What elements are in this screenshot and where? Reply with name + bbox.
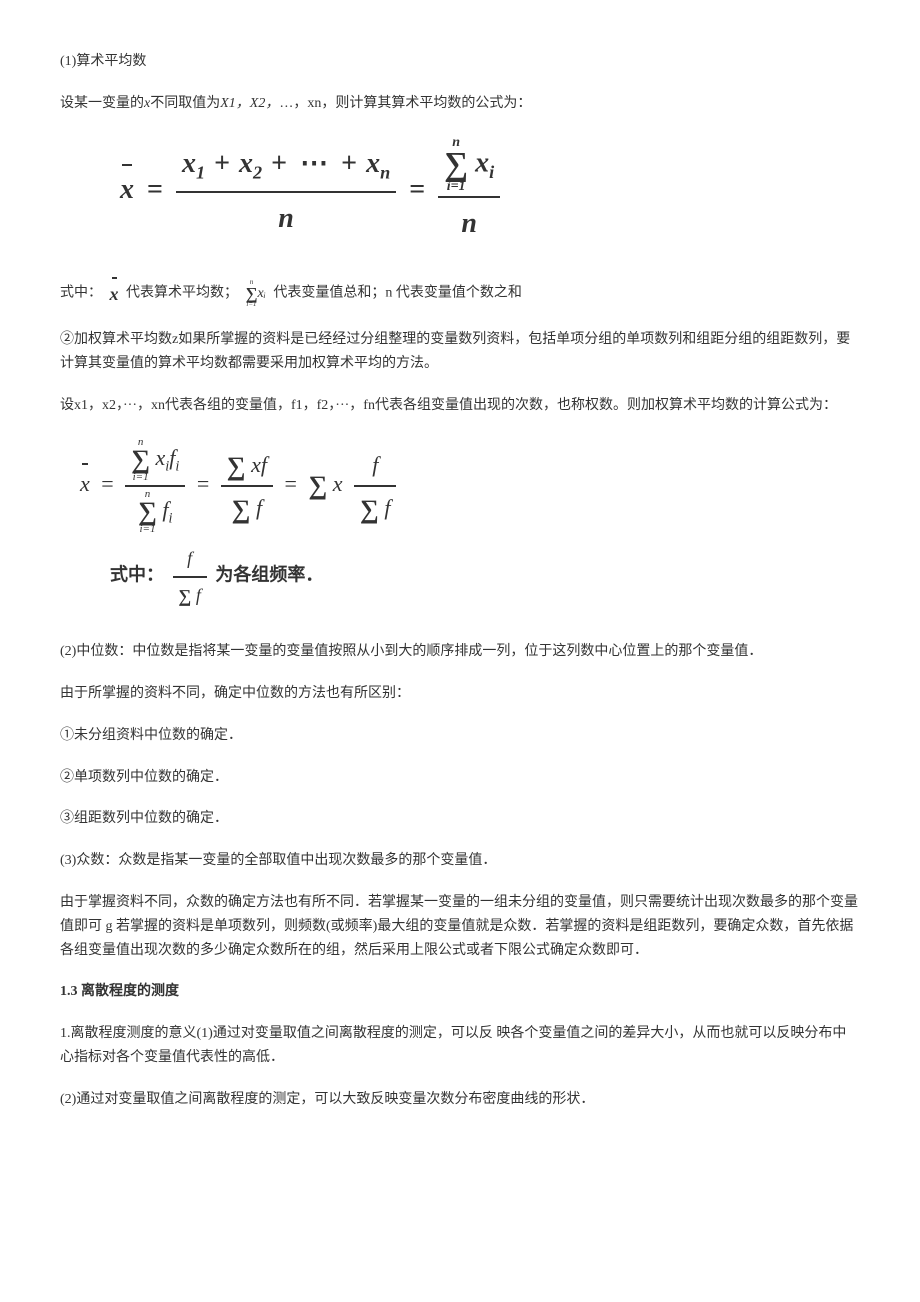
numerator: f — [354, 446, 396, 487]
sub: i — [489, 162, 494, 182]
paragraph-9: ②单项数列中位数的确定． — [60, 766, 860, 790]
numerator: f — [173, 543, 207, 578]
paragraph-11: (3)众数：众数是指某一变量的全部取值中出现次数最多的那个变量值． — [60, 849, 860, 873]
term: x — [239, 148, 253, 179]
sub: i — [169, 511, 173, 527]
sub: 1 — [196, 163, 205, 183]
text: 为各组频率． — [215, 565, 323, 585]
text: …，xn，则计算其算术平均数的公式为： — [279, 96, 531, 111]
paragraph-10: ③组距数列中位数的确定． — [60, 807, 860, 831]
sum-body: xᵢ — [257, 286, 265, 301]
var-xbar: x — [110, 284, 119, 304]
paragraph-7: 由于所掌握的资料不同，确定中位数的方法也有所区别： — [60, 682, 860, 706]
text: 式中： — [60, 286, 102, 301]
term: f — [196, 585, 201, 605]
paragraph-6: (2)中位数：中位数是指将某一变量的变量值按照从小到大的顺序排成一列，位于这列数… — [60, 640, 860, 664]
text: 不同取值为 — [150, 96, 220, 111]
paragraph-2: 设某一变量的x不同取值为X1，X2，…，xn，则计算其算术平均数的公式为： — [60, 92, 860, 116]
formula-label: 式中： f ∑ f 为各组频率． — [80, 543, 860, 610]
paragraph-13: 1.离散程度测度的意义(1)通过对变量取值之间离散程度的测定，可以反 映各个变量… — [60, 1022, 860, 1070]
var-X: X1，X2， — [220, 96, 279, 111]
term: x — [182, 148, 196, 179]
sum-lower: i=1 — [138, 524, 157, 535]
term: x — [475, 147, 489, 178]
paragraph-14: (2)通过对变量取值之间离散程度的测定，可以大致反映变量次数分布密度曲线的形状． — [60, 1088, 860, 1112]
formula-arithmetic-mean: x = x1 + x2 + ⋯ + xn n = n ∑ i=1 xi n — [60, 136, 860, 248]
text: 代表算术平均数； — [126, 286, 238, 301]
paragraph-3: 式中： x 代表算术平均数； n ∑ i=1 xᵢ 代表变量值总和；n 代表变量… — [60, 277, 860, 310]
term: f — [256, 495, 262, 520]
sub: 2 — [253, 163, 262, 183]
sub: n — [380, 163, 390, 183]
paragraph-1: (1)算术平均数 — [60, 50, 860, 74]
sum-lower: i=1 — [246, 301, 258, 308]
denominator: n — [176, 193, 396, 243]
paragraph-12: 由于掌握资料不同，众数的确定方法也有所不同．若掌握某一变量的一组未分组的变量值，… — [60, 891, 860, 962]
section-heading: 1.3 离散程度的测度 — [60, 980, 860, 1004]
term: f — [384, 495, 390, 520]
sum-lower: i=1 — [131, 472, 150, 483]
paragraph-5: 设x1，x2，···，xn代表各组的变量值，f1，f2，···，fn代表各组变量… — [60, 394, 860, 418]
var-xbar: x — [120, 174, 134, 205]
text: 代表变量值总和；n 代表变量值个数之和 — [273, 286, 522, 301]
term: x — [366, 148, 380, 179]
term: xf — [251, 452, 267, 477]
paragraph-4: ②加权算术平均数z如果所掌握的资料是已经经过分组整理的变量数列资料，包括单项分组… — [60, 328, 860, 376]
paragraph-8: ①未分组资料中位数的确定． — [60, 724, 860, 748]
sub: i — [175, 459, 179, 475]
sum-lower: i=1 — [444, 180, 468, 194]
term: x — [333, 471, 343, 496]
denominator: n — [438, 198, 500, 248]
text: 式中： — [110, 565, 164, 585]
text: 设某一变量的 — [60, 96, 144, 111]
term: x — [156, 445, 166, 470]
formula-weighted-mean: x = n ∑ i=1 xifi n ∑ i=1 fi = ∑ — [60, 437, 860, 610]
var-xbar: x — [80, 471, 90, 496]
